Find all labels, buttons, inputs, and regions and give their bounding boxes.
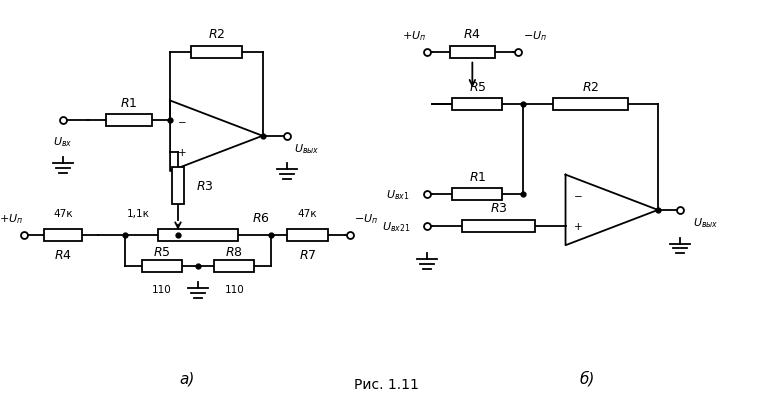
Bar	[158, 229, 238, 241]
Text: $R2$: $R2$	[208, 28, 225, 41]
Text: $U_{вх}$: $U_{вх}$	[53, 134, 73, 148]
Text: $R4$: $R4$	[54, 248, 72, 261]
Text: 47к: 47к	[53, 208, 73, 218]
Text: $+U_п$: $+U_п$	[402, 29, 426, 43]
Text: $R3$: $R3$	[490, 202, 507, 215]
Text: 47к: 47к	[298, 208, 318, 218]
Text: 110: 110	[152, 284, 172, 294]
Bar	[452, 189, 502, 200]
Text: $-$: $-$	[177, 115, 186, 126]
Text: $R7$: $R7$	[299, 248, 316, 261]
Text: б): б)	[579, 370, 594, 386]
Bar	[452, 99, 502, 111]
Text: $R2$: $R2$	[581, 81, 599, 94]
Text: $R6$: $R6$	[252, 212, 270, 225]
Bar	[215, 261, 254, 273]
Text: $+U_п$: $+U_п$	[0, 211, 23, 225]
Text: $U_{вых}$: $U_{вых}$	[693, 215, 718, 229]
Text: $R1$: $R1$	[120, 96, 138, 109]
Bar	[106, 115, 151, 126]
Bar	[287, 229, 328, 241]
Text: $R5$: $R5$	[468, 81, 486, 94]
Text: $-U_п$: $-U_п$	[354, 211, 379, 225]
Text: 1,1к: 1,1к	[128, 208, 151, 218]
Text: $R4$: $R4$	[464, 28, 481, 41]
Text: а): а)	[179, 371, 194, 386]
Text: $-U_п$: $-U_п$	[523, 29, 547, 43]
Bar	[44, 229, 82, 241]
Text: $R5$: $R5$	[153, 245, 170, 258]
Text: $+$: $+$	[177, 147, 186, 158]
Text: $-$: $-$	[572, 190, 582, 200]
Text: $+$: $+$	[572, 221, 582, 232]
Bar	[141, 261, 182, 273]
Text: $R3$: $R3$	[196, 180, 213, 193]
Bar	[191, 47, 241, 58]
Text: $R8$: $R8$	[225, 245, 243, 258]
Text: $R1$: $R1$	[468, 171, 486, 183]
Bar	[172, 168, 184, 205]
Text: $U_{вх1}$: $U_{вх1}$	[387, 188, 410, 201]
Text: $U_{вых}$: $U_{вых}$	[294, 141, 319, 155]
Bar	[462, 220, 536, 232]
Text: 110: 110	[225, 284, 244, 294]
Bar	[553, 99, 627, 111]
Text: Рис. 1.11: Рис. 1.11	[354, 377, 419, 391]
Text: $U_{вх21}$: $U_{вх21}$	[381, 220, 410, 233]
Bar	[450, 47, 494, 58]
